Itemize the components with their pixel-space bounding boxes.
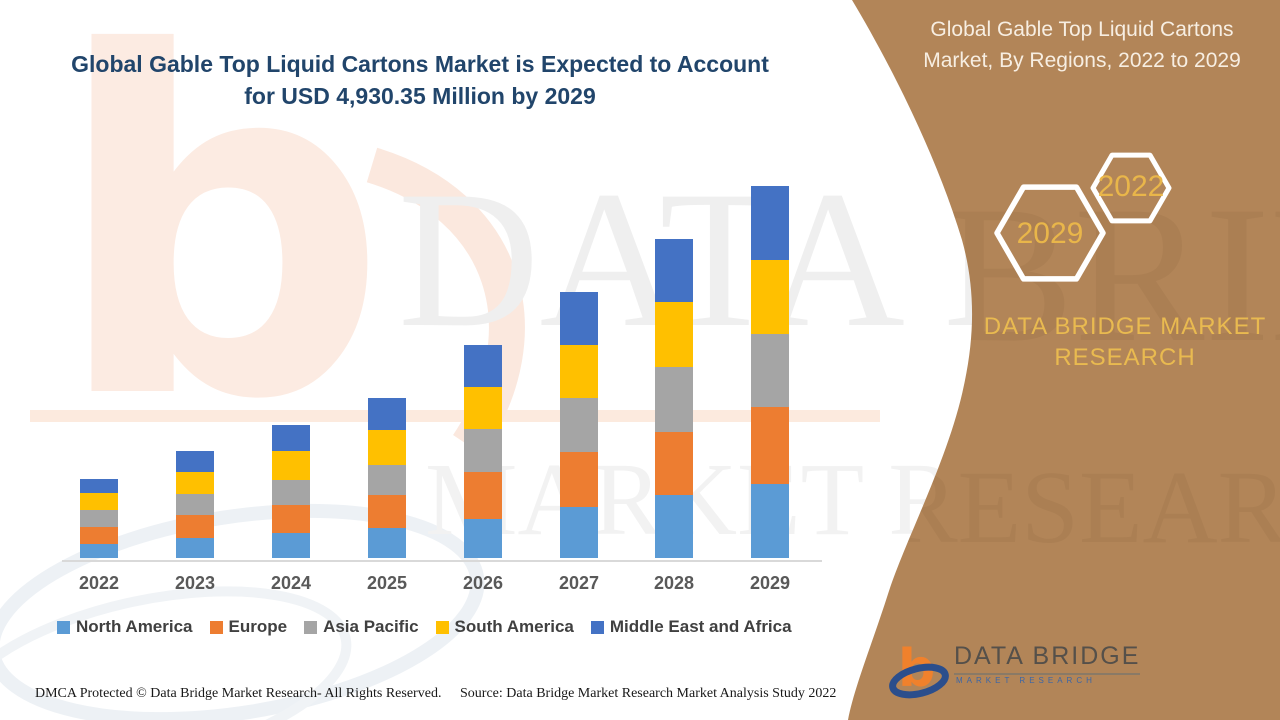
data-bridge-logo: b DATA BRIDGE MARKET RESEARCH <box>880 634 1150 714</box>
hexagon-2029-outline <box>994 184 1106 282</box>
side-panel-background <box>848 0 1280 720</box>
logo-wordmark: DATA BRIDGE <box>954 642 1141 675</box>
brand-text-line2: RESEARCH <box>1054 344 1196 371</box>
data-bridge-logo-icon: b <box>889 639 949 699</box>
hexagon-badges: 2029 2022 <box>994 152 1172 282</box>
chart-title-line2: for USD 4,930.35 Million by 2029 <box>244 83 596 109</box>
brand-text-line1: DATA BRIDGE MARKET <box>983 313 1267 340</box>
panel-title-line2: Market, By Regions, 2022 to 2029 <box>923 49 1241 72</box>
bar-segment <box>751 185 789 260</box>
bar-2029 <box>751 185 789 558</box>
hexagon-2029-label: 2029 <box>1017 217 1084 250</box>
chart-title: Global Gable Top Liquid Cartons Market i… <box>35 48 805 112</box>
panel-watermark-row2: MARKET RESEARCH <box>425 450 1280 565</box>
bar-segment <box>655 494 693 558</box>
bar-2027 <box>560 291 598 558</box>
panel-title: Global Gable Top Liquid Cartons Market, … <box>890 14 1274 76</box>
bar-segment <box>272 424 310 451</box>
legend-label: Middle East and Africa <box>609 617 792 636</box>
bar-segment <box>751 259 789 334</box>
bar-segment <box>80 478 118 493</box>
bar-segment <box>560 451 598 507</box>
bar-segment <box>176 471 214 494</box>
x-axis-label: 2027 <box>558 573 600 593</box>
bar-segment <box>560 397 598 452</box>
legend-swatch <box>590 620 604 634</box>
bar-segment <box>655 301 693 367</box>
hexagon-2022-outline <box>1090 152 1172 224</box>
x-axis-label: 2028 <box>653 573 695 593</box>
bar-segment <box>272 451 310 480</box>
bar-segment <box>751 333 789 407</box>
bar-segment <box>655 238 693 302</box>
panel-title-line1: Global Gable Top Liquid Cartons <box>930 18 1234 41</box>
bar-segment <box>751 483 789 558</box>
bar-segment <box>560 344 598 398</box>
bar-segment <box>655 431 693 495</box>
bar-segment <box>560 291 598 345</box>
bar-segment <box>560 506 598 558</box>
bar-segment <box>368 464 406 495</box>
logo-subtitle: MARKET RESEARCH <box>956 676 1096 685</box>
footer-source-text: Source: Data Bridge Market Research Mark… <box>460 686 837 701</box>
x-axis-label: 2029 <box>749 573 791 593</box>
brand-text: DATA BRIDGE MARKET RESEARCH <box>975 311 1275 373</box>
legend-item: Middle East and Africa <box>590 617 792 637</box>
chart-title-line1: Global Gable Top Liquid Cartons Market i… <box>71 51 769 77</box>
hexagon-2022-label: 2022 <box>1098 170 1165 203</box>
bar-segment <box>176 450 214 472</box>
bar-segment <box>272 479 310 505</box>
